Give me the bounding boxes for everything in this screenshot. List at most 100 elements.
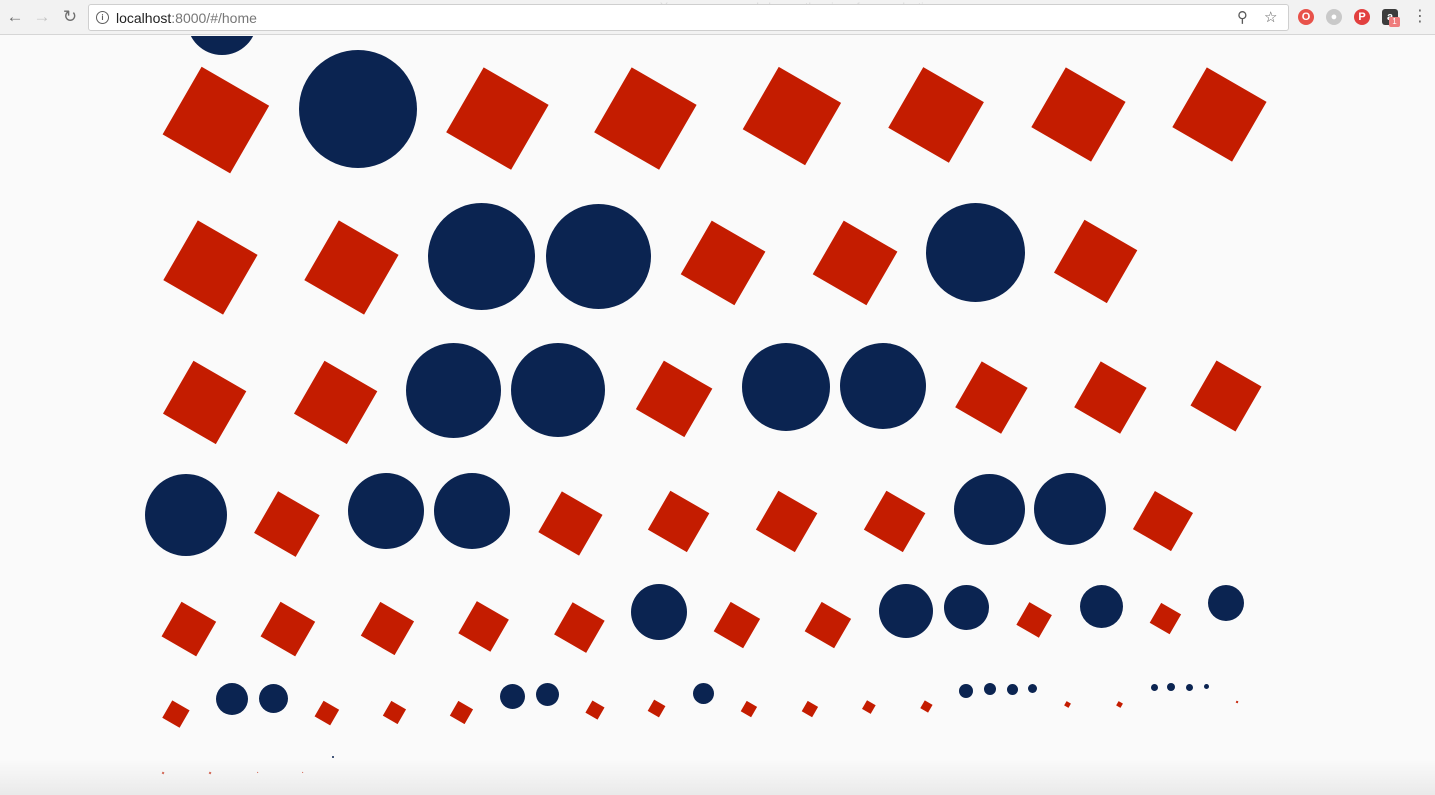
circle-shape — [535, 682, 559, 706]
circle-shape — [1185, 683, 1193, 691]
reload-icon[interactable]: ↻ — [62, 7, 78, 26]
square-shape — [680, 220, 766, 306]
square-shape — [360, 601, 414, 655]
extension-badge: 1 — [1389, 17, 1400, 27]
circle-shape — [434, 473, 510, 549]
square-shape — [293, 360, 378, 445]
square-shape — [755, 490, 818, 553]
square-shape — [862, 700, 876, 714]
square-shape — [713, 601, 760, 648]
back-icon[interactable]: ← — [6, 7, 24, 26]
square-shape — [1015, 601, 1052, 638]
circle-shape — [840, 343, 926, 429]
square-shape — [1190, 360, 1262, 432]
square-shape — [887, 66, 984, 163]
kebab-menu-icon[interactable]: ⋮ — [1412, 8, 1428, 25]
circle-shape — [984, 683, 996, 695]
square-shape — [647, 490, 710, 553]
circle-shape — [1006, 683, 1018, 695]
square-shape — [162, 66, 269, 173]
forward-icon[interactable]: → — [33, 7, 51, 26]
square-shape — [635, 360, 713, 438]
square-shape — [162, 360, 247, 445]
square-shape — [585, 700, 605, 720]
circle-shape — [187, 36, 257, 55]
circle-shape — [511, 343, 605, 437]
circle-shape — [1034, 473, 1106, 545]
square-shape — [863, 490, 926, 553]
square-shape — [801, 700, 818, 717]
square-shape — [593, 66, 696, 169]
globe-extension-icon[interactable]: ● — [1326, 9, 1342, 25]
square-shape — [303, 219, 398, 314]
circle-shape — [405, 342, 501, 438]
square-shape — [445, 66, 548, 169]
circle-shape — [1150, 683, 1158, 691]
square-shape — [647, 699, 666, 718]
circle-shape — [348, 473, 424, 549]
square-shape — [458, 601, 510, 653]
square-shape — [161, 771, 165, 775]
square-shape — [314, 700, 339, 725]
square-shape — [254, 491, 320, 557]
square-shape — [1073, 360, 1146, 433]
circle-shape — [879, 584, 933, 638]
circle-shape — [925, 202, 1025, 302]
square-shape — [260, 601, 315, 656]
address-bar[interactable]: i localhost:8000/#/home ⚲ ☆ — [88, 4, 1289, 31]
circle-shape — [258, 683, 288, 713]
circle-shape — [1027, 683, 1037, 693]
square-shape — [742, 66, 841, 165]
circle-shape — [499, 683, 525, 709]
square-shape — [208, 771, 212, 775]
square-shape — [1149, 602, 1181, 634]
square-shape — [1235, 700, 1239, 704]
square-shape — [449, 700, 473, 724]
square-shape — [1171, 66, 1266, 161]
circle-shape — [1203, 683, 1209, 689]
url-host: localhost — [116, 10, 172, 26]
url-text[interactable]: localhost:8000/#/home — [116, 10, 257, 26]
square-shape — [161, 601, 216, 656]
square-shape — [301, 771, 304, 774]
star-icon[interactable]: ☆ — [1264, 9, 1278, 26]
circle-shape — [959, 684, 973, 698]
square-shape — [1064, 701, 1072, 709]
square-shape — [382, 700, 406, 724]
square-shape — [1030, 66, 1125, 161]
square-shape — [954, 360, 1027, 433]
square-shape — [537, 490, 602, 555]
circle-shape — [545, 203, 651, 309]
circle-shape — [742, 343, 830, 431]
square-shape — [553, 601, 604, 652]
square-shape — [162, 219, 257, 314]
circle-shape — [1167, 683, 1175, 691]
circle-shape — [692, 682, 714, 704]
zoom-icon[interactable]: ⚲ — [1237, 9, 1248, 26]
circle-shape — [953, 473, 1025, 545]
square-shape — [804, 601, 851, 648]
circle-shape — [631, 584, 687, 640]
browser-toolbar: ← → ↻ You can move and change the size o… — [0, 0, 1435, 35]
square-shape — [162, 700, 190, 728]
circle-shape — [1208, 585, 1244, 621]
square-shape — [1116, 701, 1124, 709]
square-shape — [1053, 219, 1138, 304]
circle-shape — [427, 202, 535, 310]
square-shape — [1132, 490, 1193, 551]
square-shape — [256, 771, 259, 774]
shapes-canvas — [0, 36, 1435, 795]
circle-shape — [216, 683, 248, 715]
circle-shape — [332, 756, 334, 758]
opera-extension-icon[interactable]: O — [1298, 9, 1314, 25]
circle-shape — [299, 50, 417, 168]
square-shape — [812, 220, 898, 306]
pinterest-extension-icon[interactable]: P — [1354, 9, 1370, 25]
square-shape — [740, 700, 757, 717]
url-path: :8000/#/home — [171, 10, 257, 26]
circle-shape — [1079, 584, 1123, 628]
circle-shape — [943, 584, 989, 630]
info-icon[interactable]: i — [96, 11, 109, 24]
circle-shape — [145, 474, 227, 556]
square-shape — [919, 699, 932, 712]
